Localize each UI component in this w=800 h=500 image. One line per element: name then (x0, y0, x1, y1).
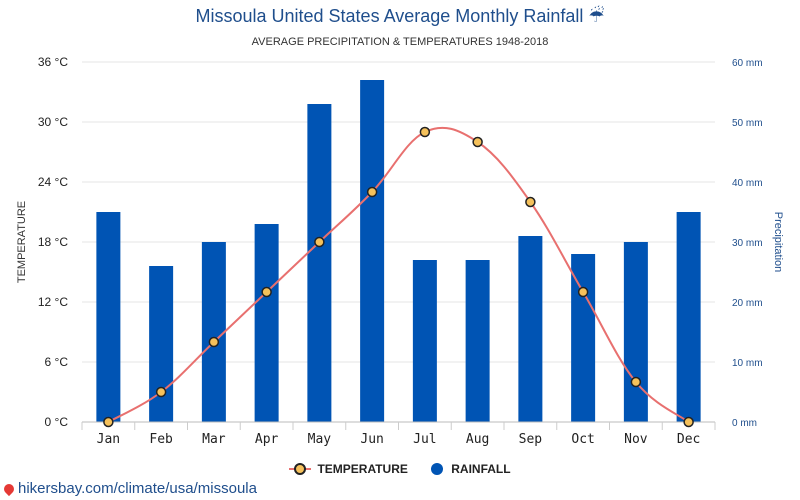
credit-link[interactable]: hikersbay.com/climate/usa/missoula (1, 480, 257, 497)
x-tick-label: Sep (519, 432, 543, 447)
map-pin-icon (1, 481, 17, 496)
temperature-point (208, 336, 220, 348)
y-right-tick-label: 60 mm (732, 58, 763, 69)
rainfall-bar (96, 212, 121, 422)
temperature-point (630, 376, 642, 388)
x-tick-label: Mar (202, 432, 226, 447)
x-tick-label: Jun (360, 432, 383, 447)
rainfall-bar (307, 104, 332, 422)
y-left-tick-label: 24 °C (38, 175, 68, 189)
legend: TEMPERATURE RAINFALL (0, 462, 800, 478)
rainfall-bar (571, 254, 596, 422)
legend-item-rainfall[interactable]: RAINFALL (431, 462, 511, 476)
y-left-tick-label: 12 °C (38, 295, 68, 309)
line-marker-icon (289, 463, 312, 475)
y-right-tick-label: 0 mm (732, 418, 757, 429)
y-right-tick-label: 40 mm (732, 178, 763, 189)
x-tick-label: Apr (255, 432, 279, 447)
rainfall-bar (623, 242, 648, 422)
circle-icon (431, 463, 444, 475)
chart-title: Missoula United States Average Monthly R… (195, 6, 605, 26)
temperature-point (314, 236, 325, 248)
y-left-tick-label: 36 °C (38, 55, 68, 69)
temperature-point (472, 136, 483, 148)
temperature-point (683, 416, 694, 428)
temperature-point (577, 286, 589, 298)
y-right-tick-label: 30 mm (732, 238, 763, 249)
y-right-axis-title: Precipitation (772, 212, 784, 273)
y-left-tick-label: 30 °C (38, 115, 68, 129)
temperature-point (261, 286, 272, 298)
legend-label-temperature: TEMPERATURE (317, 462, 408, 476)
y-right-tick-label: 10 mm (732, 358, 763, 369)
x-tick-label: Feb (149, 432, 173, 447)
rainfall-bar (465, 260, 490, 422)
y-right-tick-label: 50 mm (732, 118, 763, 129)
temperature-point (525, 196, 536, 208)
chart-subtitle: AVERAGE PRECIPITATION & TEMPERATURES 194… (251, 36, 549, 48)
x-tick-label: Nov (624, 432, 648, 447)
legend-label-rainfall: RAINFALL (451, 462, 511, 476)
x-tick-label: Jan (97, 432, 120, 447)
climate-chart: 0 °C 0 mm 6 °C 10 mm 12 °C 20 mm 18 °C 30 mm 24 … (16, 55, 784, 447)
rainfall-bar (518, 236, 543, 422)
y-left-tick-label: 18 °C (38, 235, 68, 249)
temperature-point (103, 416, 114, 428)
rainfall-bar (201, 242, 226, 422)
rainfall-bar (360, 80, 385, 422)
temperature-line (107, 126, 690, 423)
rainfall-bar (676, 212, 701, 422)
temperature-point (155, 386, 167, 398)
legend-item-temperature[interactable]: TEMPERATURE (289, 462, 408, 476)
credit-text: hikersbay.com/climate/usa/missoula (18, 480, 257, 497)
y-right-tick-label: 20 mm (732, 298, 763, 309)
x-tick-label: May (308, 432, 332, 447)
x-tick-label: Dec (677, 432, 700, 447)
y-left-tick-label: 0 °C (45, 415, 69, 429)
x-tick-label: Aug (466, 432, 489, 447)
x-tick-label: Oct (571, 432, 594, 447)
rainfall-bar (412, 260, 437, 422)
rainfall-bar (254, 224, 279, 422)
y-left-tick-label: 6 °C (45, 355, 69, 369)
temperature-point (419, 126, 431, 138)
temperature-point (366, 186, 378, 198)
y-left-axis-title: TEMPERATURE (16, 201, 28, 283)
x-tick-label: Jul (413, 432, 436, 447)
